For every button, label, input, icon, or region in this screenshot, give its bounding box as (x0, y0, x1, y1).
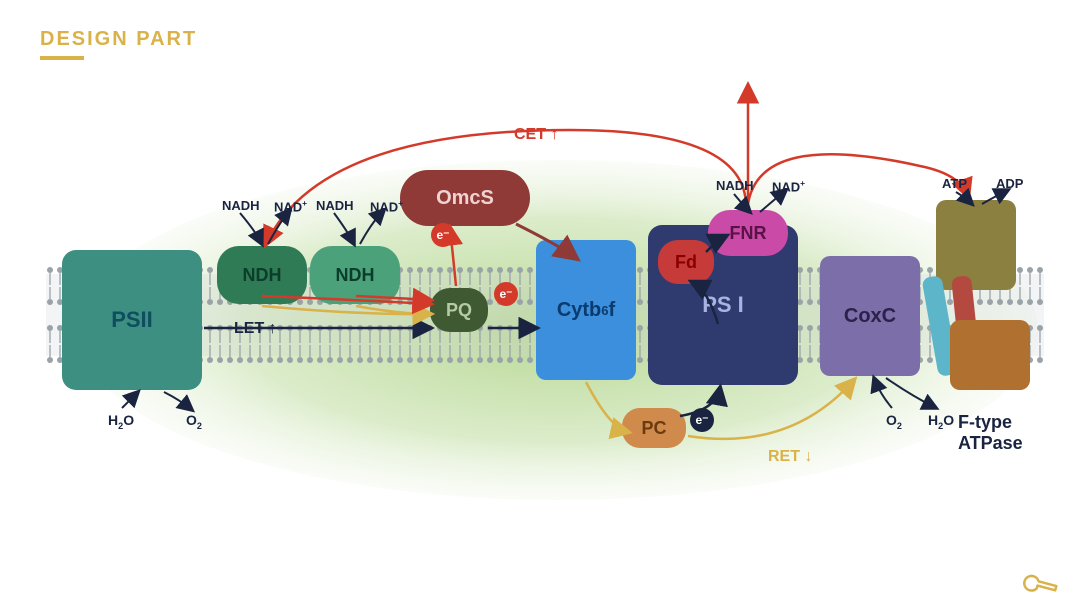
arrow-psii-o2 (164, 392, 192, 410)
protein-omcs: OmcS (400, 170, 530, 226)
arrow-yellow-ndh1-pq (262, 306, 430, 314)
arrow-h2o-psii (122, 392, 138, 408)
arrow-ndh1-nad (268, 210, 290, 244)
svg-text:e⁻: e⁻ (499, 287, 512, 301)
arrow-o2-cox (874, 378, 892, 408)
arrow-nadh-ndh2 (334, 213, 354, 244)
pathway-label-0: CET ↑ (514, 126, 558, 144)
pathway-label-1: LET ↑ (234, 320, 277, 338)
cofactor-label-11: H2O (928, 412, 954, 431)
diagram-stage: PSIINDHNDHPQOmcSCytb6fPS IFdFNRCoxCPC e⁻… (0, 0, 1080, 608)
cofactor-label-2: NADH (316, 198, 354, 213)
cofactor-label-1: NAD+ (274, 198, 307, 214)
cofactor-label-7: ADP (996, 176, 1023, 191)
cofactor-label-3: NAD+ (370, 198, 403, 214)
protein-atpase_top (936, 200, 1016, 290)
arrow-yellow-pc-cox (688, 380, 854, 439)
svg-text:e⁻: e⁻ (436, 228, 449, 242)
protein-fd: Fd (658, 240, 714, 284)
cofactor-label-8: H2O (108, 412, 134, 431)
cofactor-label-0: NADH (222, 198, 260, 213)
arrow-ndh2-nad (360, 210, 384, 244)
electron-marker-2 (690, 408, 714, 432)
protein-atpase_base (950, 320, 1030, 390)
cofactor-label-4: NADH (716, 178, 754, 193)
protein-fnr: FNR (708, 210, 788, 256)
protein-pc: PC (622, 408, 686, 448)
arrow-pc-psi (680, 388, 720, 416)
cofactor-label-9: O2 (186, 412, 202, 431)
protein-cytbf: Cytb6f (536, 240, 636, 380)
arrow-yellow-ndh2-pq (356, 306, 430, 314)
page-title: DESIGN PART (40, 28, 197, 51)
svg-text:e⁻: e⁻ (695, 413, 708, 427)
cofactor-label-12: F-type ATPase (958, 412, 1080, 454)
electron-marker-0 (431, 223, 455, 247)
protein-coxc: CoxC (820, 256, 920, 376)
cofactor-label-10: O2 (886, 412, 902, 431)
protein-pq: PQ (430, 288, 488, 332)
pathway-label-2: RET ↓ (768, 448, 812, 466)
protein-ndh1: NDH (217, 246, 307, 304)
protein-psii: PSII (62, 250, 202, 390)
protein-ndh2: NDH (310, 246, 400, 304)
wrench-icon (1022, 567, 1058, 603)
arrow-red-pq-omcs (450, 228, 456, 286)
arrow-nadh-ndh1 (240, 213, 262, 244)
cofactor-label-5: NAD+ (772, 178, 805, 194)
arrow-cox-h2o (886, 378, 936, 408)
cofactor-label-6: ATP (942, 176, 967, 191)
electron-marker-1 (494, 282, 518, 306)
title-underline (40, 56, 84, 60)
